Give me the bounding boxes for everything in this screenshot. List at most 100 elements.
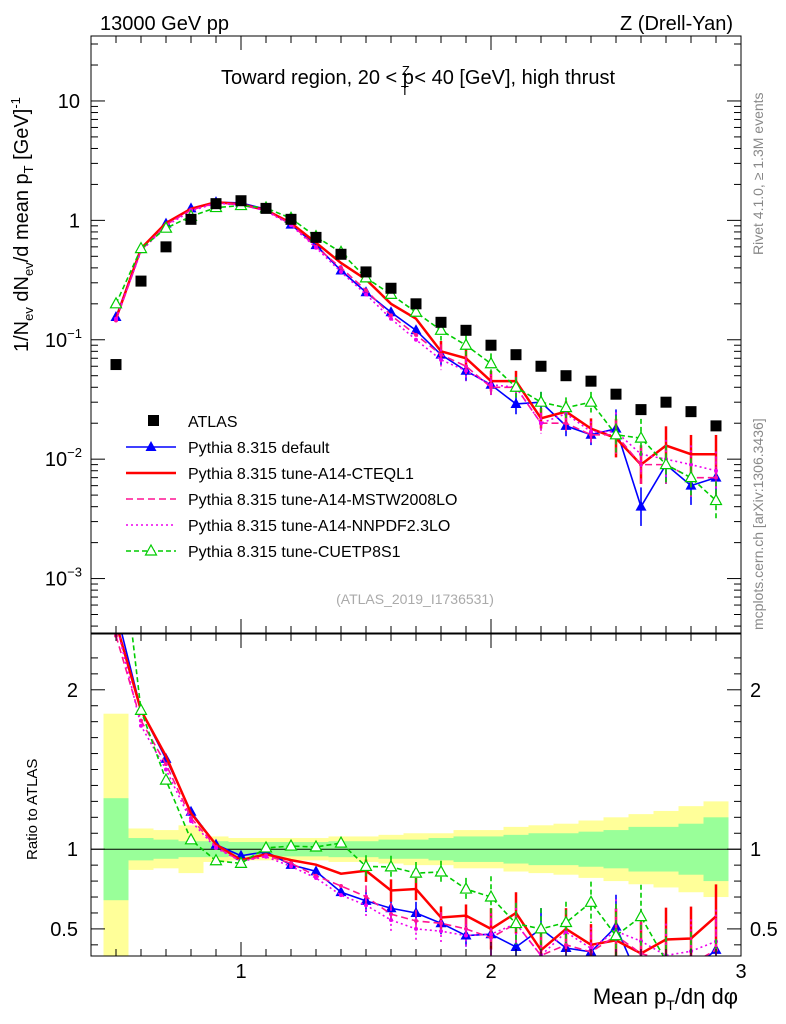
series-point-4: [584, 394, 598, 407]
ratio-point-3: [189, 819, 193, 824]
x-tick-label: 2: [485, 961, 496, 983]
atlas-data-point: [710, 420, 722, 432]
series-point-4: [484, 356, 498, 369]
ratio-point-4: [609, 928, 623, 941]
legend-label-3: Pythia 8.315 tune-A14-NNPDF2.3LO: [188, 518, 450, 535]
ratio-tick-label-right: 1: [750, 839, 761, 861]
series-point-2: [639, 462, 643, 467]
ratio-tick-label-right: 2: [750, 680, 761, 702]
atlas-data-point: [310, 231, 322, 243]
ratio-point-2: [164, 762, 168, 767]
ratio-point-0: [310, 865, 322, 876]
ratio-tick-label: 0.5: [50, 919, 78, 941]
ratio-point-3: [214, 846, 218, 851]
series-point-0: [510, 397, 522, 408]
ratio-point-2: [289, 861, 293, 866]
atlas-data-point: [460, 324, 472, 336]
ratio-point-3: [364, 903, 368, 908]
header-left: 13000 GeV pp: [100, 13, 229, 35]
ratio-point-4: [711, 965, 722, 975]
ratio-point-3: [164, 767, 168, 772]
ratio-point-0: [510, 940, 522, 951]
atlas-data-point: [360, 266, 372, 278]
ratio-point-4: [634, 909, 648, 922]
legend-marker-atlas: [148, 415, 159, 426]
ratio-point-3: [414, 926, 418, 931]
ratio-point-3: [289, 864, 293, 869]
series-point-4: [684, 470, 698, 483]
ratio-point-3: [114, 621, 118, 625]
ratio-point-4: [459, 881, 473, 894]
ratio-point-2: [489, 935, 493, 940]
ratio-point-2: [364, 894, 368, 899]
ratio-point-3: [264, 854, 268, 859]
ratio-point-4: [184, 832, 198, 845]
atlas-data-point: [410, 298, 422, 310]
series-point-3: [314, 245, 318, 250]
series-point-4: [634, 430, 648, 443]
ratio-point-3: [464, 933, 468, 938]
ratio-point-4: [284, 838, 298, 851]
series-point-2: [589, 432, 593, 437]
series-point-4: [459, 337, 473, 350]
ratio-point-4: [686, 958, 697, 968]
legend-label-atlas: ATLAS: [188, 414, 238, 431]
series-point-4: [534, 394, 548, 407]
series-point-4: [134, 241, 148, 254]
ratio-tick-label-right: 0.5: [750, 919, 778, 941]
atlas-data-point: [185, 213, 197, 225]
atlas-data-point: [660, 396, 672, 408]
ratio-point-2: [464, 926, 468, 931]
ratio-point-3: [589, 946, 593, 951]
atlas-data-point: [485, 339, 497, 351]
y-tick-label: 10−3: [45, 565, 82, 591]
ratio-point-4: [384, 859, 398, 872]
chart-title: Toward region, 20 < pZ T < 40 [GeV], high…: [221, 63, 615, 98]
y-tick-label: 1: [69, 210, 80, 232]
ratio-point-3: [389, 918, 393, 923]
atlas-data-point: [635, 404, 647, 416]
series-point-3: [539, 421, 543, 426]
ratio-point-4: [584, 895, 598, 907]
ratio-point-4: [159, 772, 173, 785]
series-point-2: [389, 313, 393, 318]
ratio-point-3: [489, 932, 493, 937]
ratio-point-3: [314, 875, 318, 880]
atlas-data-point: [385, 282, 397, 294]
series-point-4: [709, 493, 723, 506]
atlas-data-point: [435, 316, 447, 328]
ratio-point-4: [209, 853, 223, 866]
series-point-3: [414, 337, 418, 342]
ratio-point-3: [439, 929, 443, 934]
atlas-data-point: [335, 248, 347, 260]
ratio-point-0: [686, 964, 697, 974]
header-right: Z (Drell-Yan): [620, 13, 733, 35]
ratio-point-4: [234, 856, 248, 868]
series-line-0: [115, 201, 717, 509]
series-point-3: [489, 382, 493, 387]
atlas-data-point: [560, 370, 572, 382]
series-point-4: [659, 457, 673, 470]
series-point-3: [714, 468, 718, 473]
ratio-point-4: [434, 864, 448, 877]
series-point-4: [609, 427, 623, 440]
axis-ticks: 1 2 3 10−3 10−2 10−1 1 10 0.5 0.5 1 1 2 2: [45, 36, 778, 983]
ratio-point-3: [339, 893, 343, 898]
series-point-4: [159, 220, 173, 233]
ratio-point-2: [664, 959, 668, 963]
ratio-point-4: [134, 703, 148, 715]
atlas-data-point: [535, 360, 547, 372]
legend-marker-4: [144, 543, 158, 556]
y-tick-label: 10−1: [45, 326, 82, 352]
ratio-point-4: [559, 915, 573, 928]
legend-label-0: Pythia 8.315 default: [188, 440, 330, 457]
legend-label-4: Pythia 8.315 tune-CUETP8S1: [188, 544, 401, 561]
atlas-data-point: [285, 213, 297, 225]
series-point-3: [589, 429, 593, 434]
y-tick-label: 10−2: [45, 445, 82, 471]
ratio-tick-label: 2: [67, 680, 78, 702]
atlas-data-point: [585, 375, 597, 387]
atlas-data-point: [135, 275, 147, 287]
atlas-data-point: [235, 195, 247, 207]
ratio-point-4: [111, 488, 122, 498]
